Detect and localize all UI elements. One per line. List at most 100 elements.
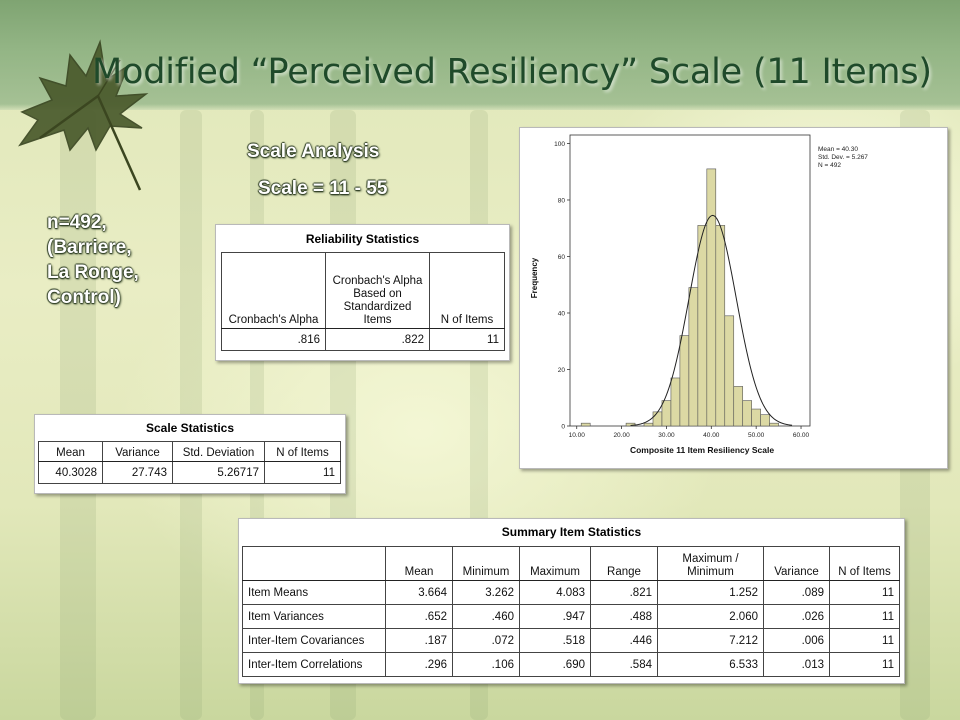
table-cell: .006 [763, 628, 830, 653]
reliability-table: Cronbach's Alpha Cronbach's Alpha Based … [221, 252, 505, 351]
column-header: Mean [385, 546, 453, 581]
reliability-statistics-panel: Reliability Statistics Cronbach's Alpha … [215, 224, 510, 361]
histogram-axes: 0 20 40 60 80 100 10.00 20.00 30.00 40.00 50.00 60.… [554, 141, 809, 439]
x-tick-label: 10.00 [569, 432, 586, 439]
table-cell: .518 [519, 628, 591, 653]
slide-title: Modified “Perceived Resiliency” Scale (1… [92, 52, 932, 92]
legend-mean: Mean = 40.30 [818, 146, 858, 153]
table-cell: .822 [325, 328, 430, 351]
table-cell: .026 [763, 604, 830, 629]
row-label: Item Variances [242, 604, 386, 629]
column-header: Variance [763, 546, 830, 581]
summary-table: Mean Minimum Maximum Range Maximum / Min… [242, 546, 900, 677]
table-cell: 40.3028 [38, 461, 103, 484]
histogram-bar [679, 335, 690, 427]
column-header: N of Items [264, 441, 341, 462]
x-tick-label: 60.00 [793, 432, 810, 439]
table-cell: .187 [385, 628, 453, 653]
histogram-bar [652, 411, 663, 427]
histogram-bar [751, 408, 761, 427]
x-tick-label: 40.00 [703, 432, 720, 439]
column-header: Minimum [452, 546, 520, 581]
x-tick-label: 30.00 [658, 432, 675, 439]
scale-statistics-table: Mean Variance Std. Deviation N of Items … [38, 441, 341, 484]
table-cell: 11 [429, 328, 505, 351]
table-cell: .446 [590, 628, 658, 653]
histogram-panel: 0 20 40 60 80 100 10.00 20.00 30.00 40.00 50.00 60.… [519, 127, 948, 469]
histogram-bar [769, 422, 779, 427]
table-cell: 4.083 [519, 580, 591, 605]
sample-note-line: n=492, [47, 212, 107, 233]
table-cell: 3.262 [452, 580, 520, 605]
table-cell: .013 [763, 652, 830, 677]
y-axis-label: Frequency [530, 257, 539, 298]
histogram-bar [661, 400, 672, 427]
row-label: Inter-Item Covariances [242, 628, 386, 653]
column-header: Variance [102, 441, 173, 462]
histogram-bar [715, 225, 726, 427]
table-cell: .089 [763, 580, 830, 605]
table-cell: 5.26717 [172, 461, 265, 484]
table-cell: .584 [590, 652, 658, 677]
summary-item-statistics-panel: Summary Item Statistics Mean Minimum Max… [238, 518, 905, 684]
table-cell: .106 [452, 652, 520, 677]
scale-statistics-panel: Scale Statistics Mean Variance Std. Devi… [34, 414, 346, 494]
table-cell: .947 [519, 604, 591, 629]
column-header [242, 546, 386, 581]
table-cell: .821 [590, 580, 658, 605]
x-tick-label: 50.00 [748, 432, 765, 439]
table-row: Item Variances .652 .460 .947 .488 2.060… [242, 604, 900, 629]
legend-sd: Std. Dev. = 5.267 [818, 154, 868, 161]
column-header: Range [590, 546, 658, 581]
title-band [0, 0, 960, 110]
table-cell: 3.664 [385, 580, 453, 605]
y-tick-label: 20 [558, 367, 566, 374]
y-tick-label: 0 [561, 424, 565, 431]
table-cell: .072 [452, 628, 520, 653]
x-tick-label: 20.00 [613, 432, 630, 439]
row-label: Inter-Item Correlations [242, 652, 386, 677]
table-cell: .488 [590, 604, 658, 629]
histogram-bar [643, 422, 654, 427]
table-cell: 11 [829, 652, 900, 677]
column-header: Maximum / Minimum [657, 546, 764, 581]
scale-statistics-title: Scale Statistics [145, 421, 235, 435]
y-tick-label: 80 [558, 197, 566, 204]
histogram-bar [724, 315, 735, 427]
histogram-bar [580, 422, 591, 427]
column-header: Mean [38, 441, 103, 462]
y-tick-label: 40 [558, 310, 566, 317]
table-cell: .816 [221, 328, 326, 351]
table-cell: 27.743 [102, 461, 173, 484]
table-cell: 7.212 [657, 628, 764, 653]
histogram-bar [688, 287, 699, 427]
table-row: Inter-Item Correlations .296 .106 .690 .… [242, 652, 900, 677]
histogram-bar [742, 400, 752, 427]
legend-n: N = 492 [818, 162, 841, 169]
histogram-bar [733, 386, 744, 427]
column-header: Cronbach's Alpha [221, 252, 326, 329]
table-cell: 11 [264, 461, 341, 484]
histogram-bars [569, 134, 811, 427]
table-cell: .460 [452, 604, 520, 629]
column-header: N of Items [829, 546, 900, 581]
y-tick-label: 100 [554, 141, 565, 148]
table-cell: 11 [829, 580, 900, 605]
sample-note: n=492, (Barriere, La Ronge, Control) [47, 210, 139, 310]
x-axis-label: Composite 11 Item Resiliency Scale [630, 445, 774, 455]
sample-note-line: La Ronge, [47, 262, 139, 283]
row-label: Item Means [242, 580, 386, 605]
histogram-bar [760, 414, 770, 427]
table-cell: 11 [829, 604, 900, 629]
table-cell: .296 [385, 652, 453, 677]
normal-curve [630, 214, 793, 426]
column-header: Maximum [519, 546, 591, 581]
scale-range-label: Scale = 11 - 55 [258, 178, 388, 199]
column-header: N of Items [429, 252, 505, 329]
table-row: Item Means 3.664 3.262 4.083 .821 1.252 … [242, 580, 900, 605]
reliability-title: Reliability Statistics [305, 232, 420, 246]
histogram-bar [706, 168, 717, 427]
table-cell: 2.060 [657, 604, 764, 629]
histogram-chart: 0 20 40 60 80 100 10.00 20.00 30.00 40.00 50.00 60.… [530, 134, 868, 455]
